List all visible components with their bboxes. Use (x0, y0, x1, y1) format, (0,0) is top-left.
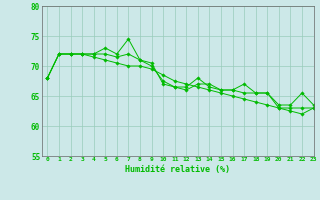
X-axis label: Humidité relative (%): Humidité relative (%) (125, 165, 230, 174)
